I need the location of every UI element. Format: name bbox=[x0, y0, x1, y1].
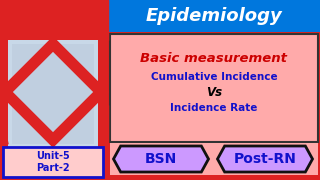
FancyBboxPatch shape bbox=[8, 40, 98, 148]
Polygon shape bbox=[218, 146, 313, 172]
Text: Post-RN: Post-RN bbox=[234, 152, 296, 166]
Polygon shape bbox=[114, 146, 209, 172]
Polygon shape bbox=[0, 0, 8, 40]
Text: Basic measurement: Basic measurement bbox=[140, 51, 287, 64]
FancyBboxPatch shape bbox=[110, 34, 318, 142]
Polygon shape bbox=[0, 38, 107, 146]
FancyBboxPatch shape bbox=[3, 147, 103, 177]
FancyBboxPatch shape bbox=[0, 0, 108, 180]
Polygon shape bbox=[0, 105, 8, 144]
Text: Epidemiology: Epidemiology bbox=[146, 7, 282, 25]
FancyBboxPatch shape bbox=[110, 143, 318, 175]
Polygon shape bbox=[100, 105, 108, 144]
FancyBboxPatch shape bbox=[108, 0, 320, 32]
Text: Cumulative Incidence: Cumulative Incidence bbox=[151, 72, 277, 82]
Text: Vs: Vs bbox=[206, 86, 222, 98]
Polygon shape bbox=[100, 0, 108, 40]
FancyBboxPatch shape bbox=[12, 44, 94, 144]
FancyBboxPatch shape bbox=[108, 0, 320, 180]
Text: Unit-5
Part-2: Unit-5 Part-2 bbox=[36, 151, 70, 173]
Text: Incidence Rate: Incidence Rate bbox=[170, 103, 258, 113]
Text: BSN: BSN bbox=[145, 152, 177, 166]
